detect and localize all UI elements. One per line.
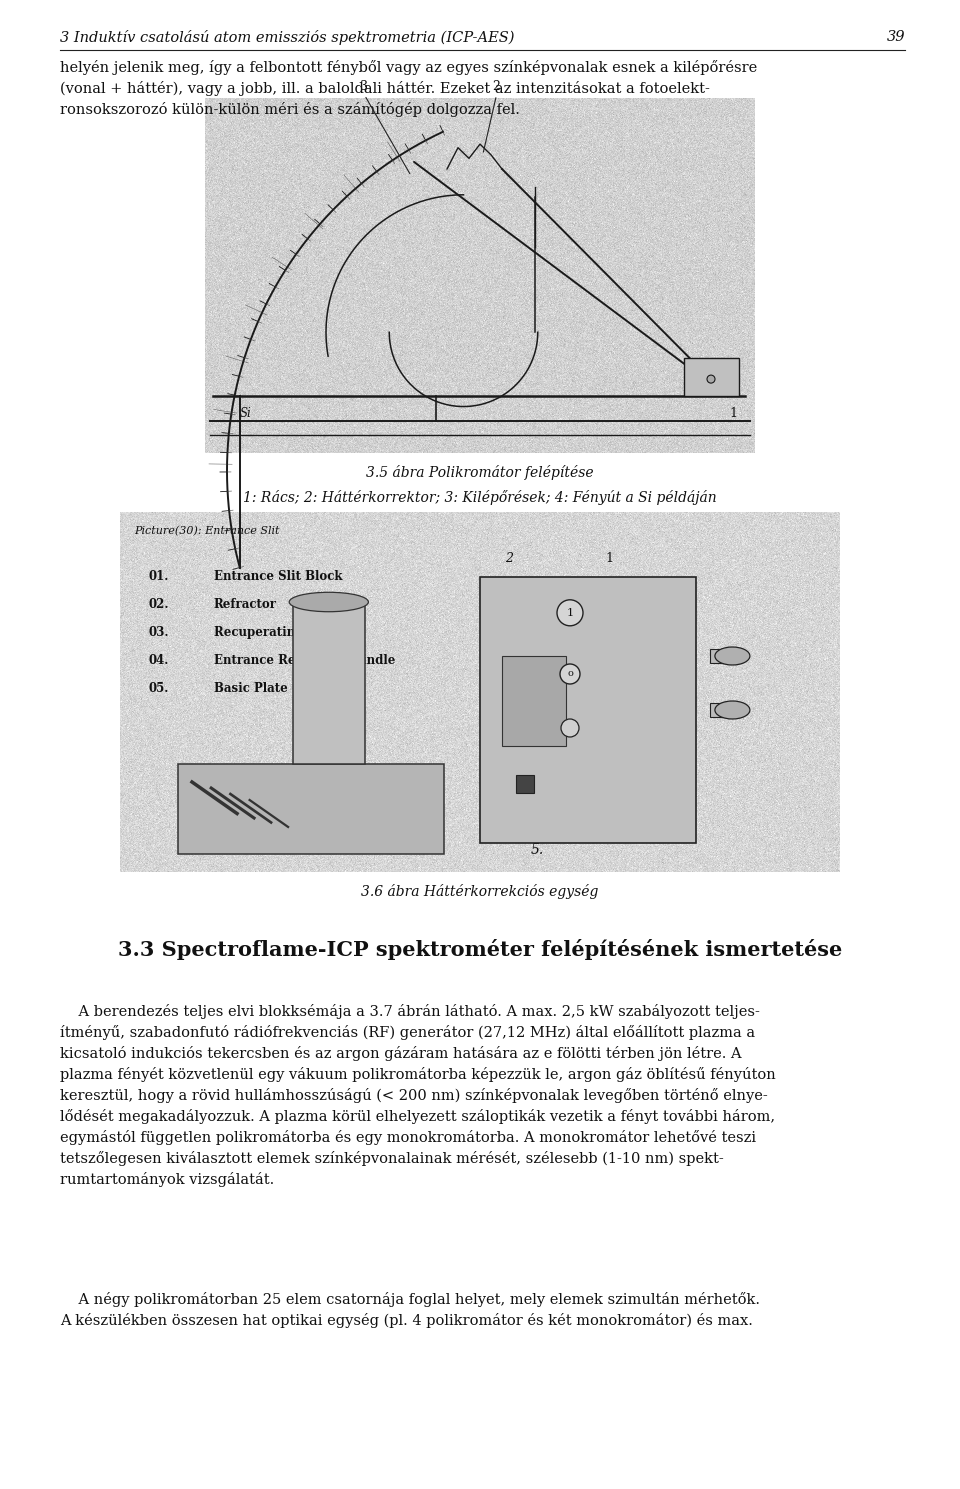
Text: 2: 2 <box>505 552 513 566</box>
Text: 3.6 ábra Háttérkorrekciós egység: 3.6 ábra Háttérkorrekciós egység <box>361 884 599 899</box>
Text: Basic Plate: Basic Plate <box>213 682 287 694</box>
Ellipse shape <box>289 593 369 612</box>
Bar <box>480 576 696 843</box>
Circle shape <box>561 719 579 737</box>
Ellipse shape <box>715 701 750 719</box>
Text: 3: 3 <box>361 80 369 92</box>
Text: 3.5 ábra Polikromátor felépítése: 3.5 ábra Polikromátor felépítése <box>366 465 594 479</box>
Circle shape <box>557 600 583 625</box>
Text: 2: 2 <box>492 80 500 92</box>
Text: 03.: 03. <box>149 625 169 639</box>
Text: Si: Si <box>240 408 252 420</box>
Bar <box>710 703 732 718</box>
Text: A berendezés teljes elvi blokksémája a 3.7 ábrán látható. A max. 2,5 kW szabályo: A berendezés teljes elvi blokksémája a 3… <box>60 1004 776 1187</box>
Bar <box>684 359 738 396</box>
Circle shape <box>707 375 715 383</box>
Text: o: o <box>567 670 573 679</box>
Text: Recuperating Spring: Recuperating Spring <box>213 625 351 639</box>
Text: Refractor: Refractor <box>213 597 276 610</box>
Text: 1: 1 <box>729 408 737 420</box>
Text: 3.3 Spectroflame-ICP spektrométer felépítésének ismertetése: 3.3 Spectroflame-ICP spektrométer felépí… <box>118 940 842 960</box>
Text: Entrance Refractor Spindle: Entrance Refractor Spindle <box>213 654 395 667</box>
Circle shape <box>560 664 580 683</box>
Text: A négy polikromátorban 25 elem csatornája foglal helyet, mely elemek szimultán m: A négy polikromátorban 25 elem csatornáj… <box>60 1292 760 1328</box>
Text: 05.: 05. <box>149 682 169 694</box>
Bar <box>710 649 732 663</box>
Bar <box>516 774 534 792</box>
Bar <box>501 657 566 746</box>
Text: 3 Induktív csatolású atom emissziós spektrometria (ICP-AES): 3 Induktív csatolású atom emissziós spek… <box>60 30 515 45</box>
Text: 39: 39 <box>886 30 905 45</box>
Text: 02.: 02. <box>149 597 169 610</box>
Text: 1: Rács; 2: Háttérkorrektor; 3: Kilépőrések; 4: Fényút a Si példáján: 1: Rács; 2: Háttérkorrektor; 3: Kilépőré… <box>243 490 717 505</box>
Text: 01.: 01. <box>149 570 169 582</box>
Bar <box>293 602 365 764</box>
Text: Entrance Slit Block: Entrance Slit Block <box>213 570 342 582</box>
Text: 5.: 5. <box>531 843 544 858</box>
Text: 1: 1 <box>566 608 573 618</box>
Ellipse shape <box>715 648 750 666</box>
Text: Picture(30): Entrance Slit: Picture(30): Entrance Slit <box>134 527 280 536</box>
Text: 04.: 04. <box>149 654 169 667</box>
Text: 1: 1 <box>606 552 613 566</box>
Bar <box>178 764 444 855</box>
Text: helyén jelenik meg, így a felbontott fényből vagy az egyes színképvonalak esnek : helyén jelenik meg, így a felbontott fén… <box>60 60 757 118</box>
